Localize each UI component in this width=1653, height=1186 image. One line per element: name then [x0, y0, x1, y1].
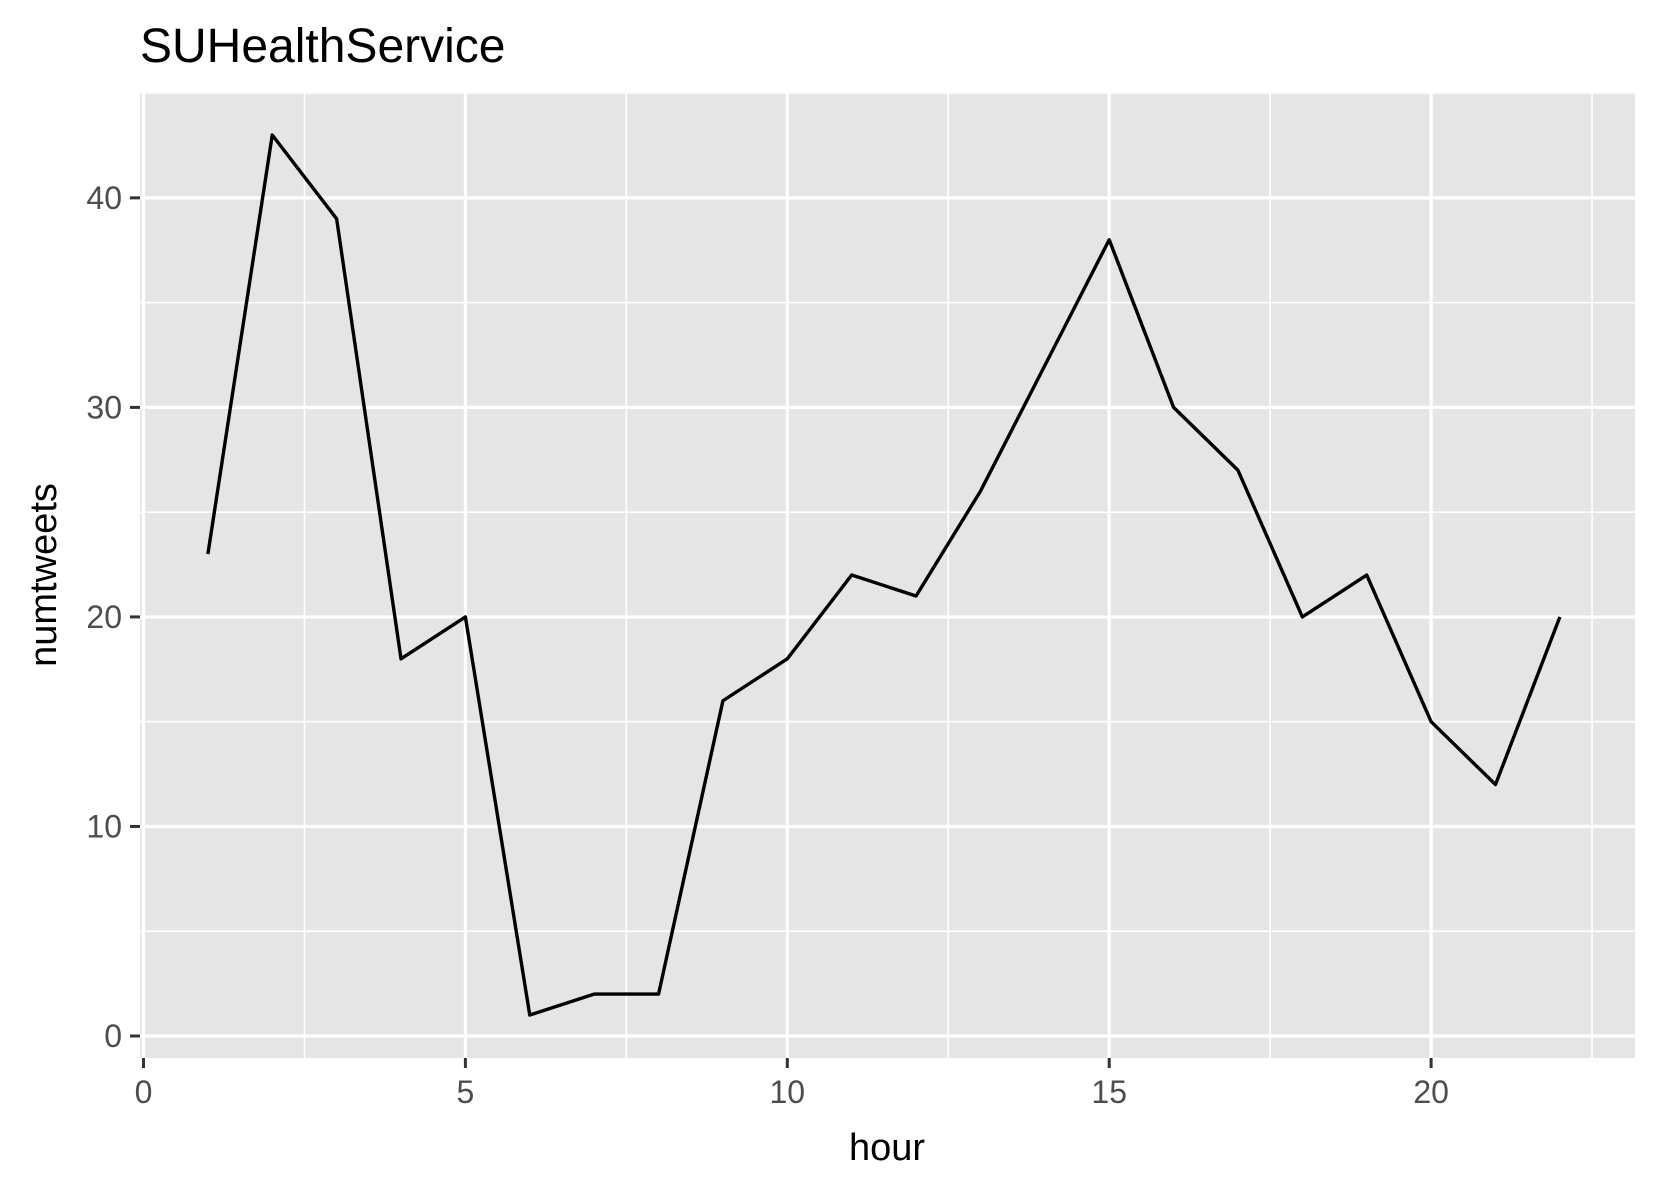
y-axis-title: numtweets	[23, 483, 65, 667]
x-tick-label: 0	[135, 1074, 153, 1110]
y-tick-label: 40	[86, 180, 122, 216]
x-axis: 0 5 10 15 20	[135, 1058, 1449, 1110]
x-axis-title: hour	[849, 1127, 925, 1169]
x-tick-label: 15	[1091, 1074, 1127, 1110]
x-tick-label: 5	[457, 1074, 475, 1110]
chart-title: SUHealthService	[140, 20, 505, 73]
y-axis: 0 10 20 30 40	[86, 180, 140, 1054]
plot-panel	[140, 92, 1635, 1058]
x-tick-label: 20	[1413, 1074, 1449, 1110]
y-tick-label: 0	[104, 1018, 122, 1054]
y-tick-label: 20	[86, 599, 122, 635]
y-tick-label: 30	[86, 389, 122, 425]
x-tick-label: 10	[770, 1074, 806, 1110]
y-tick-label: 10	[86, 808, 122, 844]
